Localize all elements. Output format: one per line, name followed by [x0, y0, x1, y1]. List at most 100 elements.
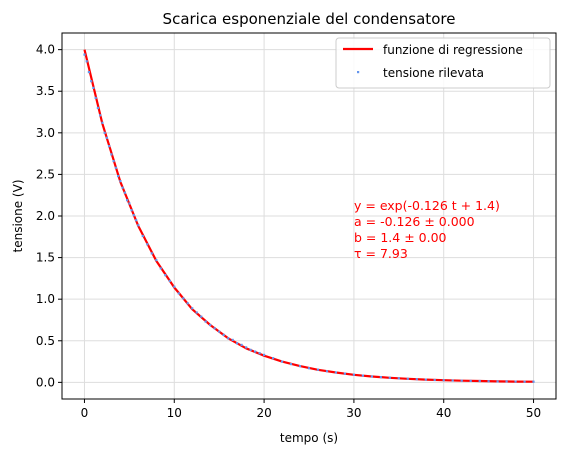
y-tick-label: 1.0	[36, 292, 55, 306]
data-point	[112, 160, 115, 163]
y-axis-label: tensione (V)	[11, 180, 25, 253]
x-tick-label: 50	[526, 406, 541, 420]
data-point	[177, 292, 180, 295]
data-point	[379, 376, 382, 379]
data-point	[460, 379, 463, 382]
fit-annotation-line: b = 1.4 ± 0.00	[354, 230, 447, 245]
x-tick-label: 10	[167, 406, 182, 420]
fit-annotation-line: a = -0.126 ± 0.000	[354, 214, 475, 229]
data-point	[128, 202, 131, 205]
data-point	[352, 373, 355, 376]
fit-annotation: y = exp(-0.126 t + 1.4)a = -0.126 ± 0.00…	[354, 198, 500, 261]
data-point	[108, 145, 111, 148]
data-point	[272, 357, 275, 360]
fit-annotation-line: τ = 7.93	[354, 246, 408, 261]
x-axis-ticks: 0 10 20 30 40 50	[81, 399, 541, 420]
data-point	[110, 153, 113, 156]
data-point	[96, 106, 99, 109]
data-point	[168, 279, 171, 282]
data-point	[523, 380, 526, 383]
data-point	[99, 114, 102, 117]
data-point	[298, 365, 302, 368]
data-point	[406, 377, 409, 380]
data-point	[83, 53, 86, 56]
legend-scatter-marker	[357, 71, 360, 74]
data-point	[451, 379, 454, 382]
data-point	[222, 333, 225, 336]
data-point	[218, 330, 221, 333]
data-point	[258, 352, 261, 355]
data-point	[150, 252, 153, 255]
data-point	[121, 186, 124, 189]
data-point	[424, 378, 427, 381]
x-tick-label: 30	[346, 406, 361, 420]
data-point	[263, 353, 266, 356]
data-point	[105, 136, 108, 139]
data-point	[245, 346, 248, 349]
data-point	[289, 363, 293, 366]
data-point	[135, 219, 138, 222]
data-point	[388, 376, 391, 379]
y-tick-label: 4.0	[36, 43, 55, 57]
grid	[62, 33, 556, 399]
data-point	[487, 380, 490, 383]
legend-box	[335, 37, 551, 89]
data-point	[249, 348, 252, 351]
data-point	[200, 315, 203, 318]
data-point	[236, 342, 239, 345]
data-point	[209, 323, 212, 327]
data-point	[146, 243, 149, 246]
data-point	[119, 180, 122, 183]
data-point	[173, 285, 176, 288]
data-point	[231, 338, 234, 341]
y-tick-label: 2.0	[36, 209, 55, 223]
data-point	[195, 311, 198, 314]
legend-label-regressione: funzione di regressione	[383, 43, 523, 57]
data-point	[397, 377, 400, 380]
data-point	[343, 372, 346, 375]
data-point	[325, 370, 329, 373]
data-point	[307, 367, 311, 370]
data-point	[186, 302, 189, 305]
data-point	[213, 327, 216, 330]
data-point	[94, 96, 97, 99]
data-point	[130, 209, 133, 212]
data-point	[227, 337, 230, 340]
data-point	[442, 379, 445, 382]
data-point	[469, 379, 472, 382]
data-point	[240, 343, 243, 346]
data-point	[281, 360, 284, 363]
y-tick-label: 0.5	[36, 334, 55, 348]
x-tick-label: 0	[81, 406, 89, 420]
data-point	[87, 71, 90, 74]
data-point	[141, 234, 144, 238]
y-tick-label: 2.5	[36, 167, 55, 181]
y-tick-label: 0.0	[36, 375, 55, 389]
data-point	[132, 214, 135, 217]
legend-label-rilevata: tensione rilevata	[383, 66, 484, 80]
data-point	[254, 350, 257, 353]
x-tick-label: 40	[436, 406, 451, 420]
data-point	[182, 297, 185, 300]
plot-area	[83, 49, 535, 383]
data-point	[126, 199, 129, 202]
data-point	[137, 224, 140, 227]
data-point	[164, 274, 167, 277]
legend: funzione di regressione tensione rilevat…	[335, 37, 551, 89]
data-point	[532, 380, 535, 383]
data-point	[514, 380, 517, 383]
data-point	[101, 121, 104, 124]
data-point	[433, 378, 436, 382]
data-point	[361, 374, 364, 377]
data-point	[370, 375, 373, 378]
y-axis-ticks: 0.0 0.5 1.0 1.5 2.0 2.5 3.0 3.5 4.0	[36, 43, 62, 389]
data-point	[103, 131, 106, 134]
data-point	[85, 60, 88, 63]
fit-annotation-line: y = exp(-0.126 t + 1.4)	[354, 198, 500, 213]
x-axis-label: tempo (s)	[280, 431, 338, 445]
data-point	[117, 175, 120, 178]
data-point	[478, 379, 481, 383]
chart-title: Scarica esponenziale del condensatore	[163, 10, 456, 28]
data-point	[90, 80, 93, 83]
